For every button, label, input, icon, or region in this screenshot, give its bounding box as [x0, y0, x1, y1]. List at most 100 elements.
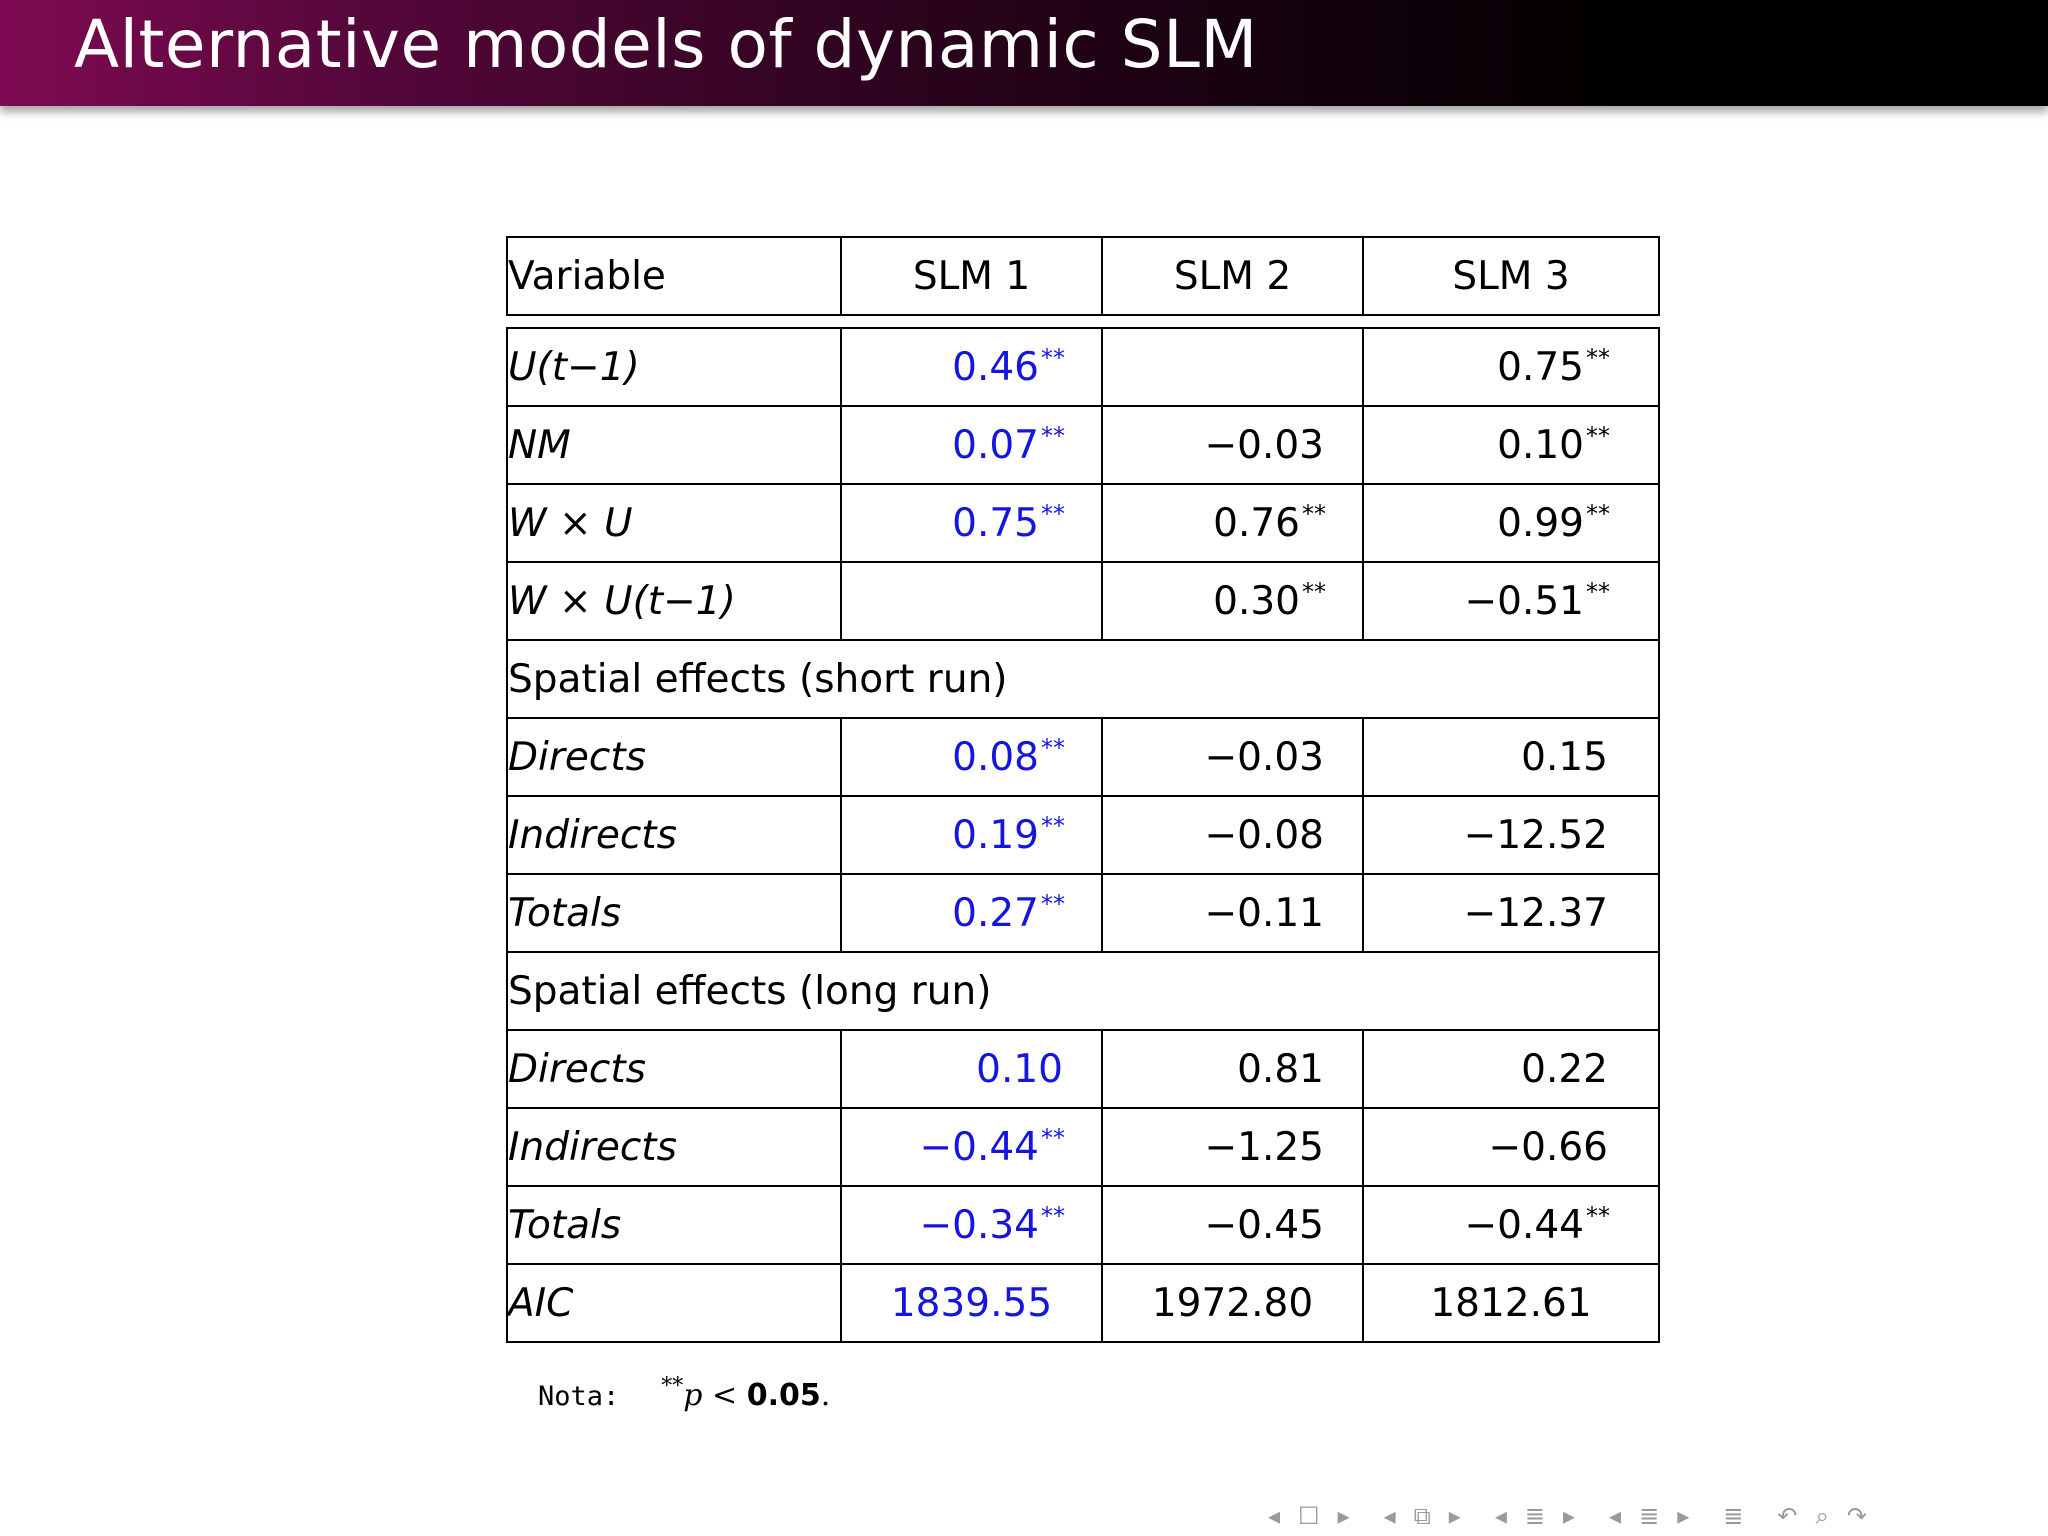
note-threshold: 0.05	[746, 1378, 821, 1413]
cell-slm3: 1812.61	[1362, 1263, 1660, 1343]
table-row: Indirects 0.19** −0.08 −12.52	[506, 795, 1660, 875]
gap-cell	[507, 314, 1659, 329]
note-formula: **p < 0.05.	[659, 1374, 831, 1413]
nav-prev-frame-icon[interactable]: ◂	[1268, 1502, 1281, 1530]
row-label: Directs	[506, 1029, 842, 1109]
row-label: Totals	[506, 873, 842, 953]
cell-slm1	[840, 561, 1103, 641]
table-row-aic: AIC 1839.55 1972.80 1812.61	[506, 1263, 1660, 1343]
beamer-navigation: ◂ ☐ ▸ ◂ ⧉ ▸ ◂ ≣ ▸ ◂ ≣ ▸ ≣ ↶ ⌕ ↷	[1268, 1498, 1885, 1534]
results-table: Variable SLM 1 SLM 2 SLM 3 U(t−1) 0.46 **…	[506, 236, 1660, 1343]
nav-search-icon[interactable]: ⌕	[1815, 1502, 1829, 1530]
cell-slm2: −0.11	[1101, 873, 1364, 953]
sig-stars: **	[1586, 422, 1610, 450]
cell-slm1: −0.34**	[840, 1185, 1103, 1265]
sig-stars: **	[1041, 1202, 1065, 1230]
value: 0.75	[952, 501, 1039, 546]
section-row: Spatial effects (long run)	[506, 951, 1660, 1031]
cell-slm2	[1101, 327, 1364, 407]
nav-forward-icon[interactable]: ↷	[1846, 1502, 1868, 1530]
nav-appendix-icon[interactable]: ≣	[1723, 1502, 1744, 1530]
table-row: Directs 0.10 0.81 0.22	[506, 1029, 1660, 1109]
nav-prev-subsection-icon[interactable]: ◂	[1383, 1502, 1396, 1530]
section-long-run: Spatial effects (long run)	[506, 951, 1660, 1031]
cell-slm2: −0.03	[1101, 405, 1364, 485]
cell-slm3: 0.22	[1362, 1029, 1660, 1109]
value: −12.52	[1463, 813, 1608, 858]
nav-next-section-icon[interactable]: ▸	[1563, 1502, 1576, 1530]
cell-slm2: −0.45	[1101, 1185, 1364, 1265]
cell-slm2: 0.81	[1101, 1029, 1364, 1109]
nav-frame-icon[interactable]: ☐	[1298, 1502, 1320, 1530]
value: 0.99	[1497, 501, 1584, 546]
row-label: NM	[506, 405, 842, 485]
slide-title: Alternative models of dynamic SLM	[74, 6, 1258, 83]
cell-slm2: 1972.80	[1101, 1263, 1364, 1343]
value: −0.66	[1488, 1125, 1608, 1170]
cell-slm2: 0.30**	[1101, 561, 1364, 641]
value: 0.08	[952, 735, 1039, 780]
header-slm3: SLM 3	[1362, 236, 1660, 316]
nav-next-subsection-icon[interactable]: ▸	[1448, 1502, 1461, 1530]
cell-slm1: 1839.55	[840, 1263, 1103, 1343]
cell-slm1: 0.75**	[840, 483, 1103, 563]
nav-subsection-icon[interactable]: ⧉	[1413, 1502, 1431, 1530]
row-label: W × U	[506, 483, 842, 563]
header-slm1: SLM 1	[840, 236, 1103, 316]
sig-stars: **	[1041, 500, 1065, 528]
value: −1.25	[1204, 1125, 1324, 1170]
value: −12.37	[1463, 891, 1608, 936]
row-label: AIC	[506, 1263, 842, 1343]
value: 0.46	[952, 345, 1039, 390]
sig-stars: **	[1586, 578, 1610, 606]
note-p: p	[683, 1378, 703, 1413]
sig-stars: **	[1302, 578, 1326, 606]
sig-stars: **	[1586, 344, 1610, 372]
cell-slm3: −0.44**	[1362, 1185, 1660, 1265]
table-row: Directs 0.08** −0.03 0.15	[506, 717, 1660, 797]
note-label: Nota:	[538, 1381, 620, 1412]
value: 0.15	[1521, 735, 1608, 780]
cell-slm2: −0.03	[1101, 717, 1364, 797]
value: −0.44	[1464, 1203, 1584, 1248]
table-header-row: Variable SLM 1 SLM 2 SLM 3	[506, 236, 1660, 316]
value: −0.11	[1204, 891, 1324, 936]
value: 0.75	[1497, 345, 1584, 390]
nav-prev-section-icon[interactable]: ◂	[1494, 1502, 1507, 1530]
row-label: Directs	[506, 717, 842, 797]
nav-section-icon[interactable]: ≣	[1524, 1502, 1545, 1530]
value: −0.03	[1204, 735, 1324, 780]
value: −0.34	[919, 1203, 1039, 1248]
header-slm2: SLM 2	[1101, 236, 1364, 316]
value: −0.03	[1204, 423, 1324, 468]
cell-slm3: −0.66	[1362, 1107, 1660, 1187]
value: 0.10	[1497, 423, 1584, 468]
cell-slm1: 0.07**	[840, 405, 1103, 485]
table-gap	[507, 314, 1659, 329]
sig-stars: **	[1586, 1202, 1610, 1230]
nav-next-doc-icon[interactable]: ▸	[1677, 1502, 1690, 1530]
cell-slm1: 0.27**	[840, 873, 1103, 953]
cell-slm2: −1.25	[1101, 1107, 1364, 1187]
row-label: Indirects	[506, 795, 842, 875]
cell-slm1: 0.10	[840, 1029, 1103, 1109]
cell-slm3: 0.15	[1362, 717, 1660, 797]
nav-doc-icon[interactable]: ≣	[1639, 1502, 1660, 1530]
row-label: U(t−1)	[506, 327, 842, 407]
header-variable: Variable	[506, 236, 842, 316]
table-row: U(t−1) 0.46 ** 0.75**	[506, 327, 1660, 407]
table-note: Nota: **p < 0.05.	[538, 1374, 830, 1413]
value: 0.22	[1521, 1047, 1608, 1092]
value: 0.07	[952, 423, 1039, 468]
cell-slm3: 0.75**	[1362, 327, 1660, 407]
cell-slm3: 0.10**	[1362, 405, 1660, 485]
cell-slm1: 0.08**	[840, 717, 1103, 797]
cell-slm1: 0.19**	[840, 795, 1103, 875]
note-end: .	[820, 1378, 831, 1413]
table-row: W × U(t−1) 0.30** −0.51**	[506, 561, 1660, 641]
table-row: Totals −0.34** −0.45 −0.44**	[506, 1185, 1660, 1265]
nav-prev-doc-icon[interactable]: ◂	[1609, 1502, 1622, 1530]
nav-next-frame-icon[interactable]: ▸	[1337, 1502, 1350, 1530]
row-label: Totals	[506, 1185, 842, 1265]
nav-back-icon[interactable]: ↶	[1777, 1502, 1798, 1530]
